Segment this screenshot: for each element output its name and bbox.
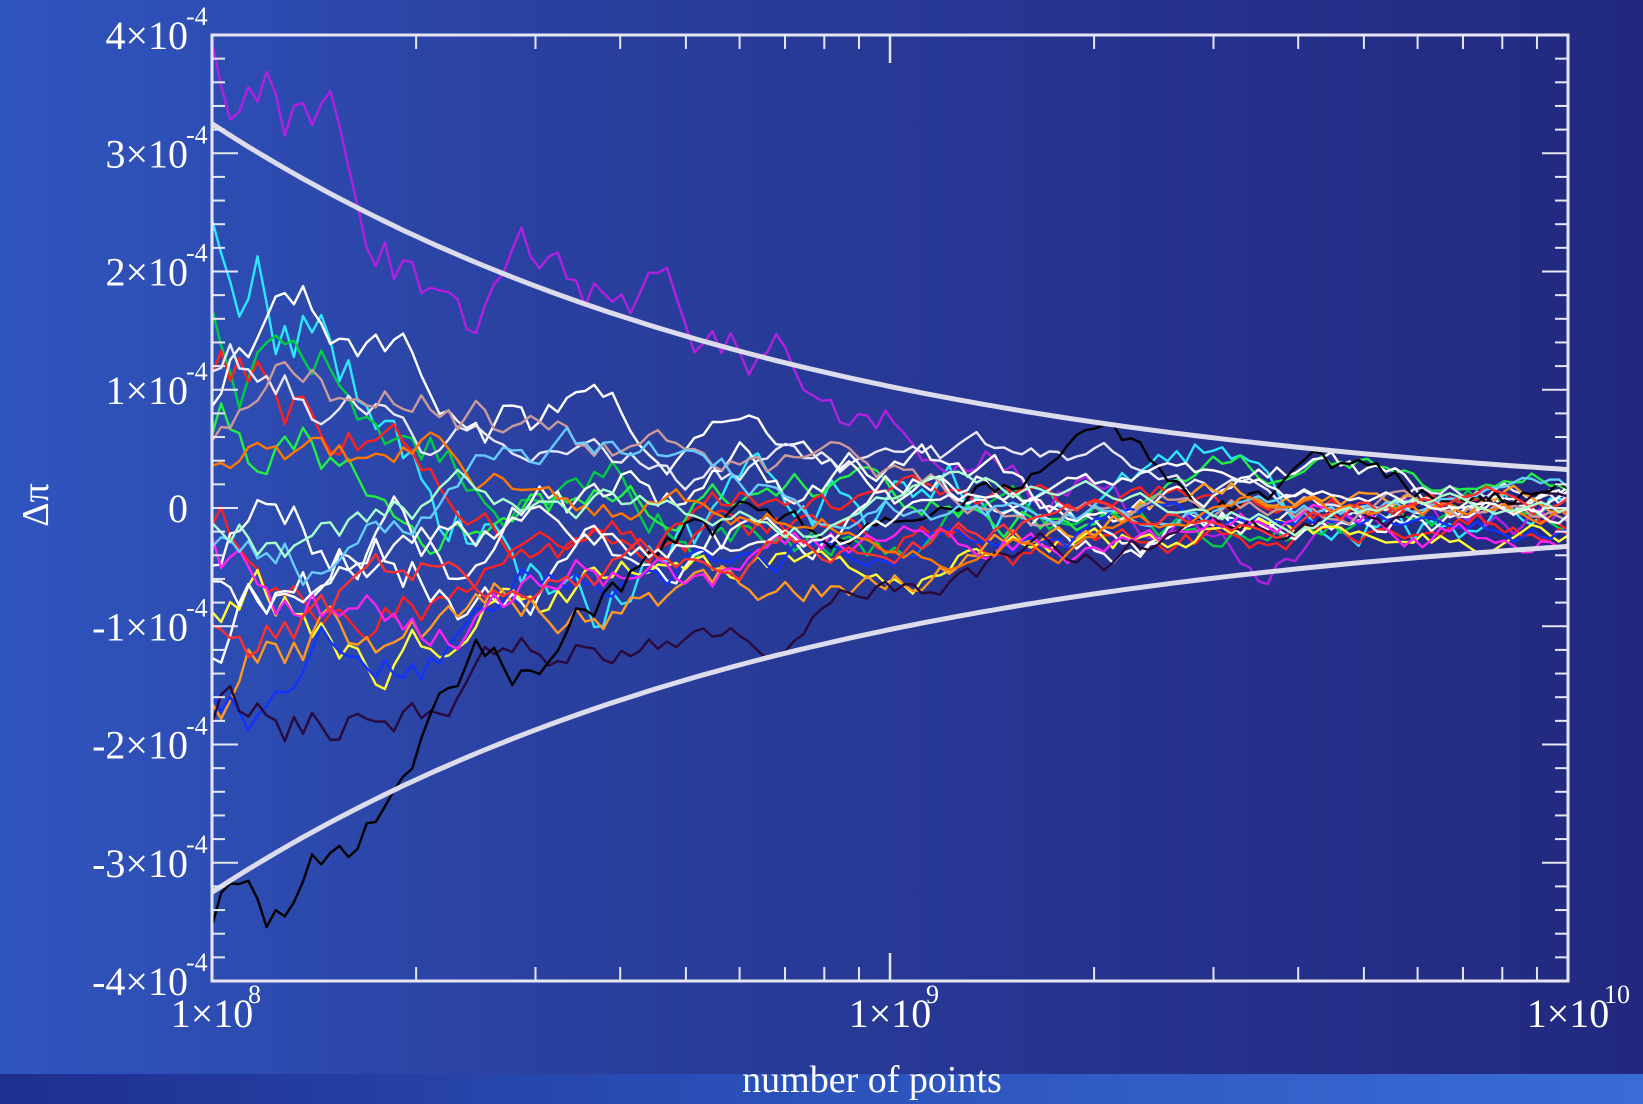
x-tick-label: 1×10 xyxy=(1527,991,1610,1036)
series-line-12 xyxy=(212,482,1568,720)
x-tick-label: 1×10 xyxy=(171,991,254,1036)
y-tick-exponent: -4 xyxy=(186,948,208,977)
series-line-16 xyxy=(212,423,1568,929)
y-tick-exponent: -4 xyxy=(186,593,208,622)
x-tick-exponent: 10 xyxy=(1604,980,1630,1009)
y-tick-exponent: -4 xyxy=(186,357,208,386)
series-layer xyxy=(212,41,1568,929)
y-tick-exponent: -4 xyxy=(186,239,208,268)
series-line-19 xyxy=(212,431,1568,572)
y-tick-label: 4×10 xyxy=(105,13,188,58)
series-line-20 xyxy=(212,461,1568,615)
series-line-7 xyxy=(212,284,1568,555)
series-line-1 xyxy=(212,218,1568,629)
envelope-upper xyxy=(210,121,1569,473)
y-tick-exponent: -4 xyxy=(186,2,208,31)
footer-band xyxy=(0,1074,1643,1104)
y-tick-label: -4×10 xyxy=(92,959,188,1004)
y-tick-label: 1×10 xyxy=(105,368,188,413)
y-tick-label: -1×10 xyxy=(92,604,188,649)
envelope-lower xyxy=(210,543,1569,895)
x-tick-label: 1×10 xyxy=(849,991,932,1036)
y-axis-label: Δπ xyxy=(15,483,57,527)
series-line-18 xyxy=(212,426,1568,587)
series-line-9 xyxy=(212,441,1568,581)
y-tick-label: 3×10 xyxy=(105,131,188,176)
y-tick-label: -3×10 xyxy=(92,841,188,886)
axes-layer: 1×108 1×109 1×10104×10-43×10-42×10-41×10-4… xyxy=(92,2,1630,1036)
y-tick-label: 0 xyxy=(168,486,188,531)
series-line-22 xyxy=(212,468,1568,558)
y-tick-label: 2×10 xyxy=(105,250,188,295)
x-axis-label: number of points xyxy=(742,1059,1002,1101)
y-tick-exponent: -4 xyxy=(186,830,208,859)
y-tick-exponent: -4 xyxy=(186,120,208,149)
x-tick-exponent: 8 xyxy=(248,980,261,1009)
envelope-layer xyxy=(210,121,1569,895)
y-tick-label: -2×10 xyxy=(92,723,188,768)
series-line-21 xyxy=(212,485,1568,658)
y-tick-exponent: -4 xyxy=(186,712,208,741)
x-tick-exponent: 9 xyxy=(926,980,939,1009)
series-line-17 xyxy=(212,360,1568,528)
